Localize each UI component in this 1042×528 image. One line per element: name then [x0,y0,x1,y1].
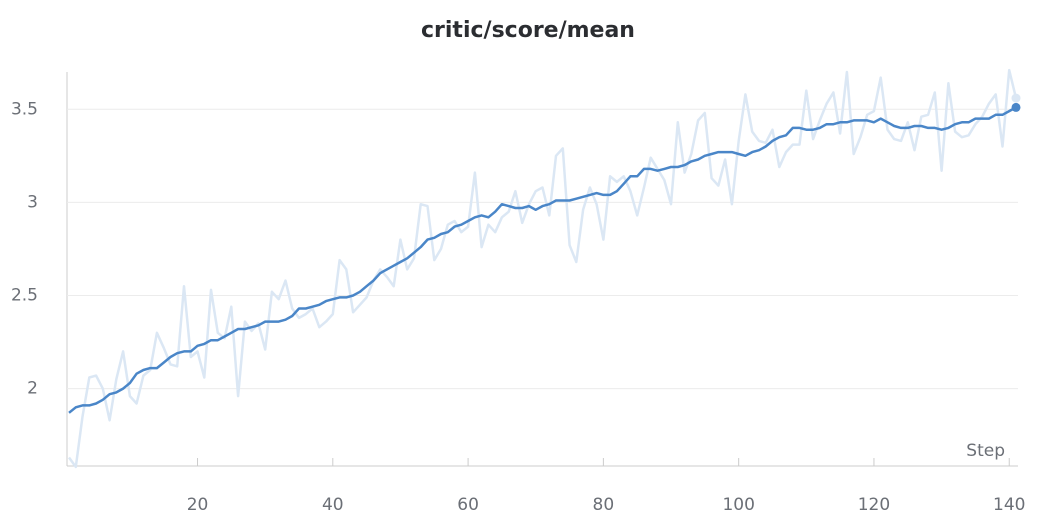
end-point [1011,93,1021,103]
x-tick-label: 20 [187,495,209,515]
series-line [68,106,1017,414]
x-tick-label: 100 [722,495,754,515]
x-tick-label: 140 [993,495,1025,515]
x-tick-label: 120 [858,495,890,515]
end-point [1011,102,1021,112]
x-tick-label: 60 [457,495,479,515]
x-tick-label: 40 [322,495,344,515]
y-tick-label: 2.5 [11,286,38,306]
y-tick-label: 2 [27,379,38,399]
x-tick-label: 80 [593,495,615,515]
x-axis-label: Step [966,441,1005,461]
series-line [67,68,1018,469]
y-tick-label: 3 [27,192,38,212]
chart-title: critic/score/mean [421,18,635,43]
y-tick-label: 3.5 [11,99,38,119]
